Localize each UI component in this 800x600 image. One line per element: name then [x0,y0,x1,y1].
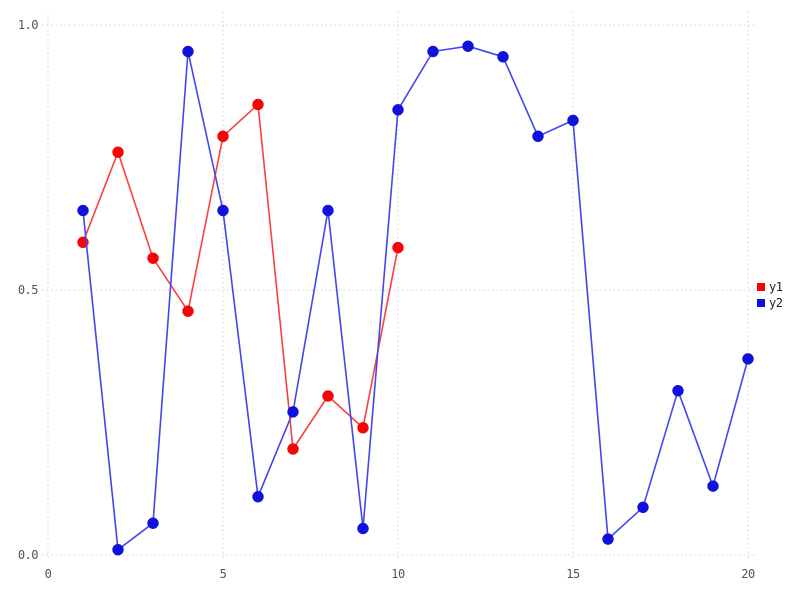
x-tick-label-5: 5 [220,567,227,581]
data-point-y2-x9 [357,522,369,535]
data-point-y1-x8 [322,390,334,402]
axis-tick-labels: 0 5 10 15 20 0.0 0.5 1.0 [18,18,756,581]
data-point-y2-x8 [322,204,334,217]
data-point-y2-x15 [567,114,579,127]
data-point-y2-x2 [112,543,124,556]
legend-item-y2: y2 [757,296,783,310]
data-point-y2-x3 [147,517,159,529]
data-point-y2-x19 [707,480,719,492]
legend: y1 y2 [757,280,783,310]
data-point-y2-x14 [532,130,544,143]
x-tick-label-20: 20 [741,567,755,581]
data-point-y2-x12 [462,40,474,52]
data-point-y2-x16 [602,533,614,545]
legend-item-y1: y1 [757,280,783,294]
legend-label-y1: y1 [769,280,783,294]
x-tick-label-15: 15 [566,567,580,581]
data-point-y2-x18 [672,384,684,397]
series-line-y2 [82,45,749,551]
data-point-y1-x3 [147,252,159,264]
x-tick-label-10: 10 [391,567,405,581]
data-point-y2-x7 [287,406,299,418]
data-point-y2-x10 [392,104,404,116]
data-point-y1-x9 [357,422,369,434]
data-point-y2-x17 [637,501,649,514]
data-point-y2-x4 [182,45,194,58]
data-point-y2-x20 [742,353,754,365]
data-point-y2-x11 [427,45,439,58]
x-tick-label-0: 0 [45,567,52,581]
data-point-y1-x10 [392,241,404,254]
legend-swatch-y1-icon [757,283,765,291]
data-point-y1-x6 [252,98,264,111]
y-tick-label-0.5: 0.5 [18,283,38,297]
gridlines [42,12,756,560]
data-point-y1-x2 [112,146,124,158]
data-point-y2-x1 [77,204,89,217]
plot-series [77,40,754,556]
series-line-y1 [82,103,399,450]
y-tick-label-1.0: 1.0 [18,18,38,32]
y-tick-label-0.0: 0.0 [18,548,38,562]
data-point-y2-x13 [497,51,509,63]
data-point-y2-x5 [217,204,229,217]
data-point-y1-x4 [182,305,194,317]
data-point-y2-x6 [252,490,264,503]
data-point-y1-x7 [287,443,299,455]
legend-label-y2: y2 [769,296,783,310]
legend-swatch-y2-icon [757,299,765,307]
data-point-y1-x5 [217,130,229,143]
